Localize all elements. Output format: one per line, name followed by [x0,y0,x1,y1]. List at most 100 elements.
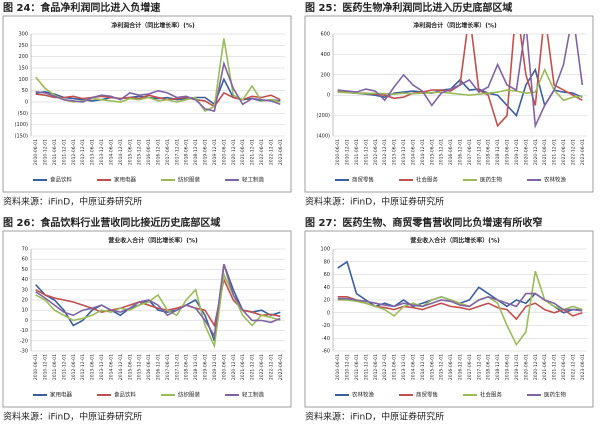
y-tick-label: 0 [25,318,28,324]
x-tick-label: 2014-12-01 [118,139,124,165]
series-line [35,264,281,342]
y-tick-label: 200 [18,54,28,60]
x-tick-label: 2018-12-01 [495,354,501,380]
x-tick-label: 2021-06-01 [542,139,548,165]
y-tick-label: 60 [22,257,28,263]
x-tick-label: 2011-06-01 [354,139,360,165]
x-tick-label: 2013-12-01 [401,139,407,165]
x-tick-label: 2020-06-01 [523,354,529,380]
y-tick-label: (200) [317,113,330,119]
x-tick-label: 2015-12-01 [439,139,445,165]
x-tick-label: 2019-12-01 [514,139,520,165]
y-tick-label: -30 [20,349,28,355]
legend-label: 食品饮料 [114,391,137,399]
series-line [35,264,281,339]
chart-frame [304,230,594,408]
x-tick-label: 2022-12-01 [268,354,274,380]
y-tick-label: (400) [317,134,330,140]
y-tick-label: 250 [18,43,28,49]
legend-label: 轻工制造 [242,176,265,184]
x-tick-label: 2015-06-01 [127,354,133,380]
x-tick-label: 2018-12-01 [193,354,199,380]
x-tick-label: 2014-06-01 [410,139,416,165]
series-line [35,60,281,113]
legend-label: 轻工制造 [242,391,265,399]
x-tick-label: 2021-12-01 [552,354,558,380]
x-tick-label: 2011-06-01 [52,139,58,165]
y-tick-label: 50 [22,88,28,94]
x-tick-label: 2010-12-01 [345,139,351,165]
x-tick-label: 2012-12-01 [382,139,388,165]
x-tick-label: 2020-12-01 [533,139,539,165]
y-tick-label: 600 [320,32,330,38]
legend-label: 农林牧渔 [352,391,375,399]
legend-label: 纺织服装 [178,391,201,399]
x-tick-label: 2021-06-01 [240,139,246,165]
x-tick-label: 2015-06-01 [429,139,435,165]
x-tick-label: 2019-06-01 [203,354,209,380]
x-tick-label: 2012-06-01 [71,354,77,380]
x-tick-label: 2013-06-01 [90,139,96,165]
x-tick-label: 2022-06-01 [259,139,265,165]
x-tick-label: 2011-12-01 [61,139,67,165]
legend-label: 纺织服装 [178,176,201,184]
lines [337,260,583,347]
y-tick-label: 0 [327,310,330,316]
legend-label: 商贸零售 [352,176,374,184]
x-tick-label: 2013-06-01 [392,139,398,165]
x-tick-label: 2014-06-01 [108,139,114,165]
x-tick-label: 2018-06-01 [486,354,492,380]
x-tick-label: 2011-06-01 [52,354,58,380]
y-tick-label: 80 [324,259,330,265]
x-tick-label: 2023-06-01 [278,139,284,165]
y-tick-label: 40 [324,285,330,291]
x-tick-label: 2017-06-01 [467,139,473,165]
y-tick-label: -10 [20,328,28,334]
x-tick-label: 2017-06-01 [467,354,473,380]
x-tick-label: 2014-12-01 [118,354,124,380]
x-tick-label: 2010-12-01 [43,354,49,380]
series-line [337,292,583,312]
y-tick-label: 20 [324,298,330,304]
y-tick-label: -20 [322,323,330,329]
figure-caption: 图 25：医药生物净利润同比进入历史底部区域 [305,1,512,14]
legend-label: 家用电器 [114,176,137,184]
x-tick-label: 2018-12-01 [193,139,199,165]
x-tick-label: 2020-06-01 [221,354,227,380]
y-tick-label: 100 [320,247,330,253]
x-tick-label: 2016-12-01 [458,139,464,165]
x-tick-label: 2021-12-01 [250,139,256,165]
y-tick-label: -20 [20,338,28,344]
x-tick-label: 2013-12-01 [99,354,105,380]
x-tick-label: 2018-12-01 [495,139,501,165]
x-tick-label: 2013-12-01 [401,354,407,380]
x-tick-label: 2021-06-01 [240,354,246,380]
chart-frame [2,230,292,408]
x-tick-label: 2021-12-01 [250,354,256,380]
x-tick-label: 2021-12-01 [552,139,558,165]
source-note: 资料来源：iFinD，中原证券研究所 [3,196,142,208]
x-tick-label: 2017-06-01 [165,354,171,380]
x-tick-label: 2013-12-01 [99,139,105,165]
series-line [337,34,584,129]
y-tick-label: 60 [324,272,330,278]
y-tick-label: (100) [15,122,28,128]
x-tick-label: 2010-12-01 [345,354,351,380]
x-tick-label: 2010-06-01 [335,354,341,380]
x-tick-label: 2014-12-01 [420,354,426,380]
x-tick-label: 2016-06-01 [146,354,152,380]
chart-title: 营业收入合计（同比增长率）(%) [410,237,500,245]
y-tick-label: -40 [322,336,330,342]
x-tick-label: 2020-12-01 [533,354,539,380]
legend-label: 医药生物 [544,391,567,399]
x-tick-label: 2016-06-01 [146,139,152,165]
chart-title: 净利润合计（同比增长率）(%) [111,22,195,30]
x-tick-label: 2019-12-01 [212,354,218,380]
x-tick-label: 2016-12-01 [156,139,162,165]
x-tick-label: 2018-06-01 [184,139,190,165]
series-line [35,271,281,349]
y-tick-label: 0 [25,100,28,106]
y-tick-label: 200 [320,72,330,78]
